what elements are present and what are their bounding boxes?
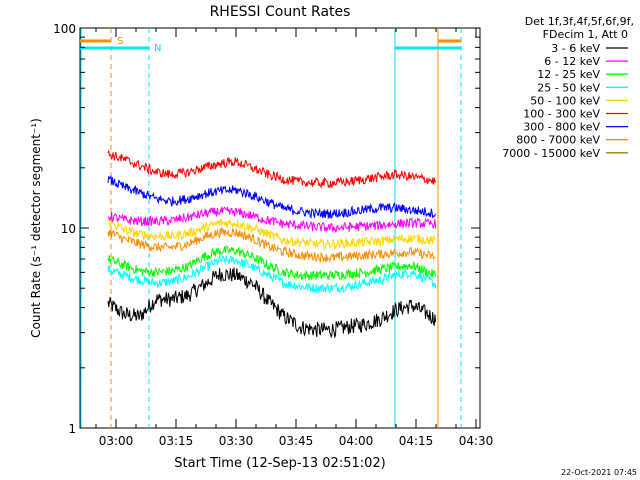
series-50to100kev-line [107, 217, 436, 250]
chart-title: RHESSI Count Rates [210, 4, 351, 20]
legend-label: 800 - 7000 keV [516, 134, 600, 147]
night-flag-label: N [154, 43, 161, 54]
x-tick-label: 04:00 [339, 434, 374, 448]
x-tick-label: 03:00 [99, 434, 134, 448]
x-tick-label: 03:45 [279, 434, 314, 448]
x-tick-label: 03:30 [219, 434, 254, 448]
plot-area [79, 27, 481, 429]
x-tick-label: 04:30 [459, 434, 494, 448]
y-tick-label: 100 [53, 22, 76, 36]
y-tick-label: 10 [61, 222, 76, 236]
y-axis-label: Count Rate (s⁻¹ detector segment⁻¹) [29, 118, 43, 338]
legend-label: 100 - 300 keV [523, 108, 600, 121]
legend-label: 50 - 100 keV [530, 94, 600, 107]
legend-label: 300 - 800 keV [523, 121, 600, 134]
y-tick-label: 1 [68, 422, 76, 436]
legend-label: 7000 - 15000 keV [502, 147, 600, 160]
series-6to12kev-line [107, 206, 437, 233]
x-tick-label: 03:15 [159, 434, 194, 448]
legend-header-2: FDecim 1, Att 0 [543, 28, 628, 41]
legend-label: 12 - 25 keV [537, 68, 600, 81]
series-800to7000kev-line [107, 226, 436, 264]
footer-timestamp: 22-Oct-2021 07:45 [561, 468, 637, 477]
legend-header-1: Det 1f,3f,4f,5f,6f,9f, [525, 15, 634, 28]
x-tick-label: 04:15 [399, 434, 434, 448]
series-25to50kev-line [107, 255, 437, 294]
legend-label: 6 - 12 keV [544, 55, 600, 68]
legend-label: 25 - 50 keV [537, 81, 600, 94]
series-100to300kev-line [107, 150, 437, 190]
series-12to25kev-line [107, 245, 437, 281]
x-axis-label: Start Time (12-Sep-13 02:51:02) [174, 456, 385, 471]
saa-flag-label: S [117, 36, 123, 47]
legend-label: 3 - 6 keV [551, 42, 600, 55]
series-300to800kev-line [107, 174, 437, 219]
series-3to6kev-line [107, 267, 437, 339]
